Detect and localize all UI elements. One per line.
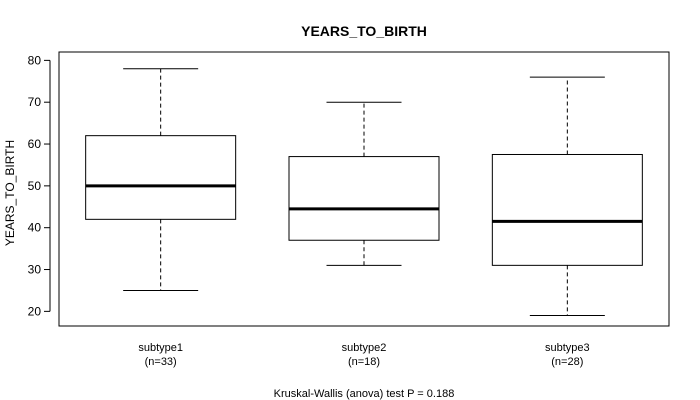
category-count-label: (n=18): [348, 356, 380, 368]
iqr-box: [85, 135, 237, 220]
chart-title: YEARS_TO_BIRTH: [301, 23, 427, 39]
category-count-label: (n=33): [145, 356, 177, 368]
test-footnote: Kruskal-Wallis (anova) test P = 0.188: [274, 388, 455, 400]
y-tick-label: 20: [28, 304, 42, 318]
y-tick-label: 60: [28, 137, 42, 151]
y-tick-label: 30: [28, 263, 42, 277]
category-label: subtype2: [342, 342, 387, 354]
box-subtype1: [85, 68, 237, 291]
category-count-label: (n=28): [551, 356, 583, 368]
y-tick-label: 70: [28, 95, 42, 109]
y-axis: 20 30 40 50 60 70 80: [28, 53, 51, 318]
iqr-box: [288, 156, 440, 241]
box-subtype2: [288, 101, 440, 266]
category-label: subtype1: [138, 342, 183, 354]
y-tick-label: 50: [28, 179, 42, 193]
category-label: subtype3: [545, 342, 590, 354]
iqr-box: [491, 153, 643, 266]
box-subtype3: [491, 76, 643, 317]
y-tick-label: 80: [28, 53, 42, 67]
boxes-group: [85, 68, 643, 317]
y-tick-label: 40: [28, 221, 42, 235]
y-axis-label: YEARS_TO_BIRTH: [3, 140, 17, 246]
x-category-labels: subtype1 (n=33) subtype2 (n=18) subtype3 (n=2…: [138, 342, 589, 368]
plot-frame: [58, 51, 670, 327]
